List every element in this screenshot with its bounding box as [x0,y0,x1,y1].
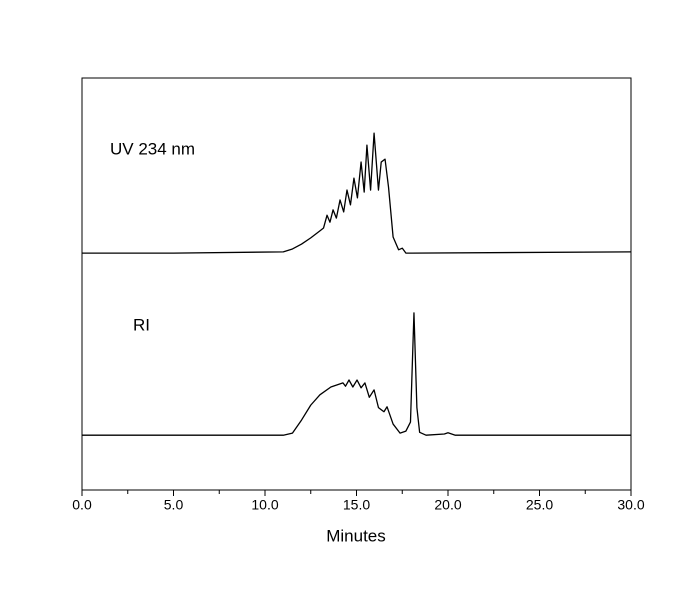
x-axis-label: Minutes [326,526,386,545]
trace [82,132,632,254]
x-tick-label: 30.0 [617,497,644,513]
x-tick-label: 0.0 [72,497,92,513]
x-tick-label: 10.0 [251,497,278,513]
x-tick-label: 20.0 [434,497,461,513]
x-tick-label: 25.0 [526,497,553,513]
series-label: UV 234 nm [110,139,195,158]
x-tick-label: 5.0 [164,497,184,513]
series-label: RI [133,315,150,334]
x-tick-label: 15.0 [343,497,370,513]
trace [82,312,631,436]
